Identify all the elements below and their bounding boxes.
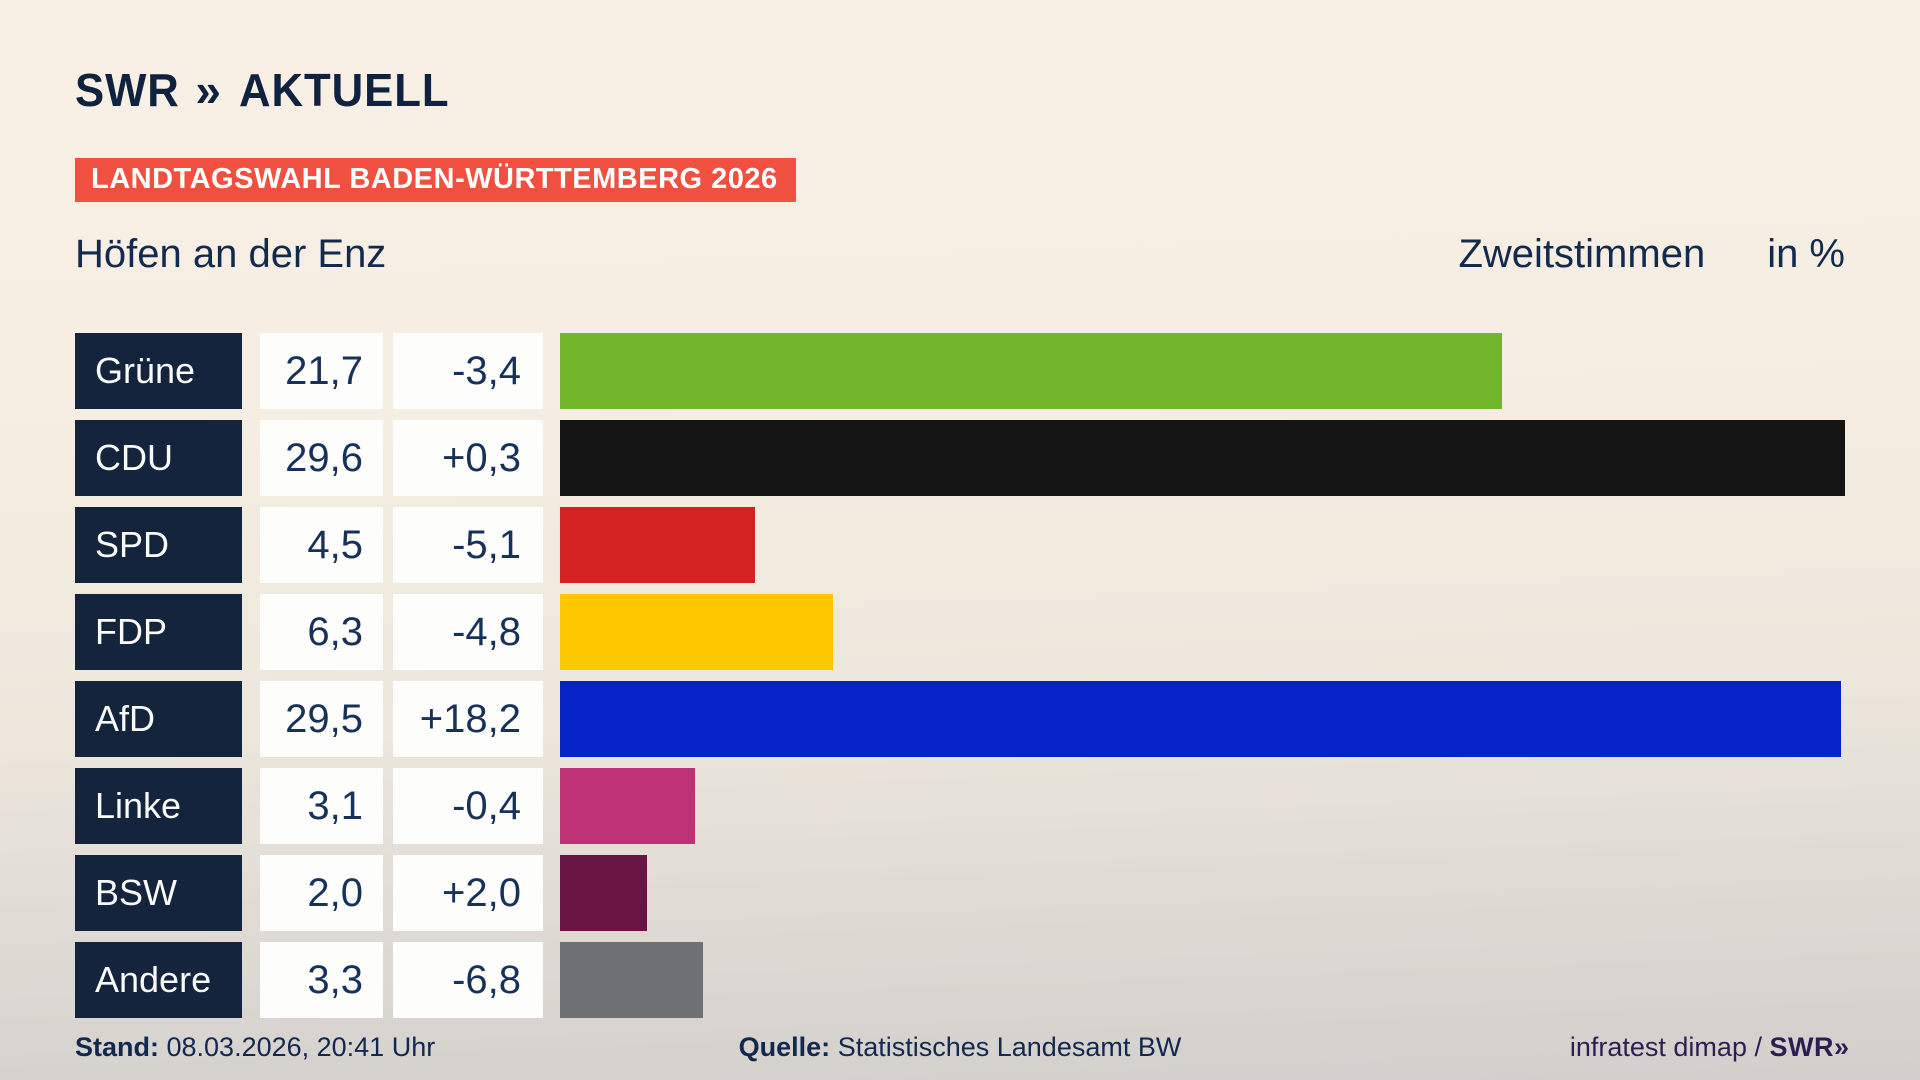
quelle-value: Statistisches Landesamt BW	[830, 1032, 1182, 1062]
stand-value: 08.03.2026, 20:41 Uhr	[159, 1032, 436, 1062]
party-label: CDU	[75, 420, 242, 496]
bar-track	[560, 942, 1845, 1018]
party-label: AfD	[75, 681, 242, 757]
party-row: Linke 3,1 -0,4	[75, 768, 1845, 844]
swr-credit-chevrons-icon: »	[1833, 1032, 1849, 1062]
party-row: CDU 29,6 +0,3	[75, 420, 1845, 496]
party-row: AfD 29,5 +18,2	[75, 681, 1845, 757]
swr-logo-text: SWR	[75, 64, 180, 116]
subtitle-text: Zweitstimmen	[1458, 232, 1706, 276]
party-label: BSW	[75, 855, 242, 931]
aktuell-logo-text: AKTUELL	[238, 64, 450, 116]
chart-subtitle: Zweitstimmen in %	[1458, 232, 1845, 277]
page-title: Höfen an der Enz	[75, 232, 387, 276]
party-bar	[560, 420, 1845, 496]
credit-text: infratest dimap /	[1569, 1032, 1770, 1062]
bar-track	[560, 855, 1845, 931]
party-bar	[560, 855, 647, 931]
party-value: 4,5	[260, 507, 383, 583]
party-value: 3,3	[260, 942, 383, 1018]
source-credit: Quelle: Statistisches Landesamt BW	[739, 1032, 1182, 1062]
bar-track	[560, 333, 1845, 409]
party-value: 29,6	[260, 420, 383, 496]
party-bar	[560, 507, 756, 583]
party-row: FDP 6,3 -4,8	[75, 594, 1845, 670]
party-label: Linke	[75, 768, 242, 844]
party-label: Andere	[75, 942, 242, 1018]
party-row: Grüne 21,7 -3,4	[75, 333, 1845, 409]
party-bar	[560, 681, 1841, 757]
party-value: 6,3	[260, 594, 383, 670]
bar-track	[560, 507, 1845, 583]
title-row: Höfen an der Enz Zweitstimmen in %	[75, 232, 1845, 277]
election-banner: LANDTAGSWAHL BADEN-WÜRTTEMBERG 2026	[75, 158, 796, 202]
party-value: 2,0	[260, 855, 383, 931]
party-value: 3,1	[260, 768, 383, 844]
party-change: -4,8	[393, 594, 543, 670]
party-bar	[560, 594, 834, 670]
stand-label: Stand:	[75, 1032, 159, 1062]
party-row: SPD 4,5 -5,1	[75, 507, 1845, 583]
party-change: +2,0	[393, 855, 543, 931]
agency-credit: infratest dimap / SWR»	[1569, 1032, 1849, 1062]
swr-aktuell-logo: SWR » AKTUELL	[75, 64, 1845, 116]
party-change: -0,4	[393, 768, 543, 844]
party-change: +18,2	[393, 681, 543, 757]
party-label: SPD	[75, 507, 242, 583]
party-change: -6,8	[393, 942, 543, 1018]
chart-rows: Grüne 21,7 -3,4 CDU 29,6 +0,3 SPD 4,5 -5…	[75, 333, 1845, 1018]
party-label: FDP	[75, 594, 242, 670]
party-bar	[560, 768, 695, 844]
party-row: Andere 3,3 -6,8	[75, 942, 1845, 1018]
unit-label: in %	[1767, 232, 1845, 276]
bar-track	[560, 768, 1845, 844]
footer: Stand: 08.03.2026, 20:41 Uhr Quelle: Sta…	[75, 1032, 1849, 1062]
stand-timestamp: Stand: 08.03.2026, 20:41 Uhr	[75, 1032, 435, 1062]
party-label: Grüne	[75, 333, 242, 409]
party-change: -5,1	[393, 507, 543, 583]
party-bar	[560, 333, 1503, 409]
swr-chevrons-icon: »	[195, 64, 220, 116]
party-bar	[560, 942, 704, 1018]
party-value: 21,7	[260, 333, 383, 409]
bar-track	[560, 681, 1845, 757]
party-value: 29,5	[260, 681, 383, 757]
bar-track	[560, 594, 1845, 670]
party-row: BSW 2,0 +2,0	[75, 855, 1845, 931]
party-change: +0,3	[393, 420, 543, 496]
party-change: -3,4	[393, 333, 543, 409]
swr-credit-logo: SWR	[1769, 1032, 1834, 1062]
bar-track	[560, 420, 1845, 496]
quelle-label: Quelle:	[738, 1032, 831, 1062]
